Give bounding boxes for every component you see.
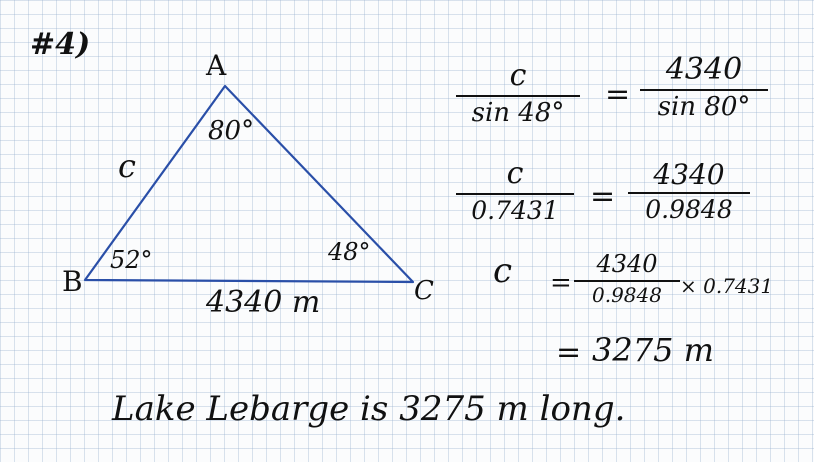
eq1-rhs-numerator: 4340 <box>665 52 743 87</box>
eq4-equals: = <box>556 335 582 370</box>
eq2-rhs-bar <box>628 192 750 195</box>
eq3-equals: = <box>550 268 572 298</box>
base-length-label: 4340 m <box>206 285 321 320</box>
eq3-multiplier: × 0.7431 <box>680 274 774 298</box>
eq1-equals: = <box>605 77 631 112</box>
eq1-lhs-denominator: sin 48° <box>471 97 565 128</box>
eq3-lhs: c <box>493 251 513 291</box>
eq3-denominator: 0.9848 <box>592 283 662 308</box>
angle-a-label: 80° <box>208 116 255 146</box>
eq2-equals: = <box>590 179 616 214</box>
vertex-c-label: C <box>414 276 434 306</box>
angle-c-label: 48° <box>328 238 371 266</box>
eq3-numerator: 4340 <box>596 250 658 278</box>
angle-b-label: 52° <box>110 246 153 274</box>
eq2-rhs-numerator: 4340 <box>653 158 725 191</box>
eq2-lhs-denominator: 0.7431 <box>471 195 559 225</box>
eq4-result: 3275 m <box>592 331 714 369</box>
eq2-lhs-numerator: c <box>506 156 524 191</box>
eq1-lhs-fraction: c sin 48° <box>456 60 580 127</box>
vertex-b-label: B <box>62 265 83 298</box>
eq2-lhs-bar <box>456 192 574 195</box>
eq2-rhs-denominator: 0.9848 <box>645 195 733 225</box>
eq2-lhs-fraction: c 0.7431 <box>456 158 574 224</box>
eq2-rhs-fraction: 4340 0.9848 <box>628 160 750 224</box>
conclusion-text: Lake Lebarge is 3275 m long. <box>112 389 626 429</box>
eq1-rhs-denominator: sin 80° <box>657 91 751 122</box>
side-c-label: c <box>118 147 136 185</box>
eq1-rhs-fraction: 4340 sin 80° <box>640 54 768 121</box>
eq3-bar <box>574 280 680 283</box>
eq1-lhs-bar <box>456 94 580 97</box>
eq1-rhs-bar <box>640 88 768 91</box>
vertex-a-label: A <box>206 49 227 82</box>
eq3-fraction: 4340 0.9848 <box>574 250 680 308</box>
triangle-outline <box>83 84 415 284</box>
eq1-lhs-numerator: c <box>509 58 527 93</box>
problem-number: #4) <box>30 27 91 62</box>
